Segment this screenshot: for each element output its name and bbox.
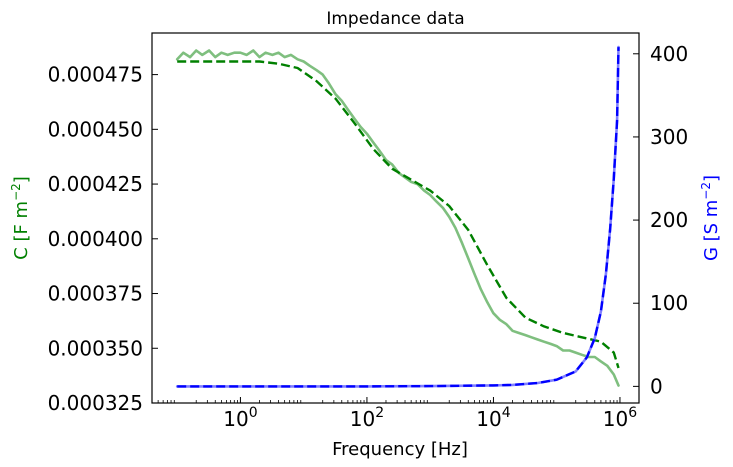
y-axis-right-label: G [S m−2] [699,175,722,261]
x-tick-label-base: 10 [476,407,501,431]
y-right-tick-label: 400 [650,42,688,66]
y-right-tick-label: 0 [650,374,663,398]
ticks-layer: 100 102 104 1060.0003250.0003500.0003750.00… [48,42,689,431]
x-tick-label-exponent: 4 [502,405,511,421]
plot-frame [151,32,640,404]
x-tick-label-exponent: 6 [628,405,637,421]
x-tick-label-exponent: 2 [375,405,384,421]
y-axis-right-label-main: G [S m [701,200,722,261]
conductance-fit-line [177,47,620,388]
x-tick-label-base: 10 [223,407,248,431]
y-axis-left-label-exponent: −2 [9,183,23,201]
x-tick-label-base: 10 [350,407,375,431]
y-axis-left-label-main: C [F m [11,201,32,260]
y-axis-right-label-exponent: −2 [699,182,713,200]
y-left-tick-label: 0.000475 [48,63,143,87]
y-left-tick-label: 0.000425 [48,172,143,196]
x-tick-label: 104 [476,405,510,431]
x-tick-label-base: 10 [603,407,628,431]
chart-title: Impedance data [326,9,464,29]
y-right-tick-label: 200 [650,208,688,232]
y-right-tick-label: 300 [650,125,688,149]
y-left-tick-label: 0.000400 [48,227,143,251]
y-left-tick-label: 0.000325 [48,391,143,415]
y-right-tick-label: 100 [650,291,688,315]
y-left-tick-label: 0.000375 [48,282,143,306]
capacitance-fit-line [177,60,620,369]
y-axis-left-label: C [F m−2] [9,176,32,260]
series-layer [175,45,620,388]
y-axis-right-label-close: ] [701,175,722,182]
x-axis-label: Frequency [Hz] [332,439,468,460]
x-tick-label: 102 [350,405,384,431]
y-left-tick-label: 0.000450 [48,117,143,141]
x-tick-label-exponent: 0 [249,405,258,421]
y-left-tick-label: 0.000350 [48,336,143,360]
x-tick-label: 100 [223,405,257,431]
x-tick-label: 106 [603,405,637,431]
y-axis-left-label-close: ] [11,176,32,183]
